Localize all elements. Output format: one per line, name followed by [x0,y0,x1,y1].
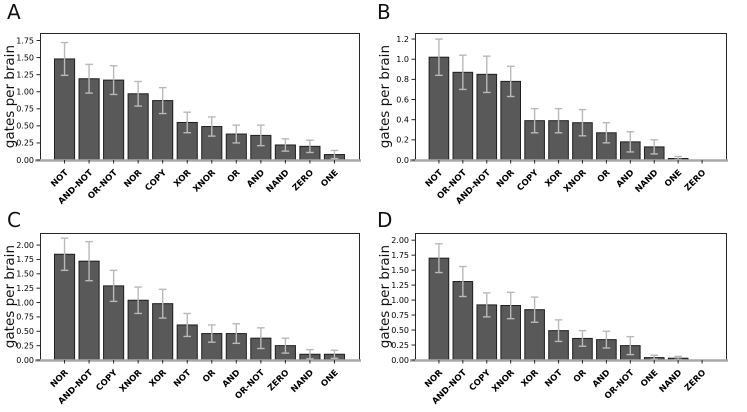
x-tick-label: COPY [515,167,541,193]
y-tick-label: 1.00 [16,88,34,97]
y-tick-label: 0.75 [391,311,409,320]
panel-a: A gates per brain 0.00 0.25 0.50 0.75 1.00 1.… [0,0,373,206]
y-tick-label: 0.75 [16,313,34,322]
x-tick-label: COPY [468,367,494,393]
x-tick-label: ZERO [266,368,291,393]
y-tick-label: 0.50 [16,327,34,336]
x-tick-label: OR [226,168,243,185]
y-tick-label: 0.6 [396,95,409,104]
y-tick-label: 0.50 [16,122,34,131]
panel-letter-d: D [377,208,393,232]
bar [428,257,450,361]
x-tick-label: ONE [663,168,684,189]
x-tick-label: XOR [520,368,542,390]
y-tick-label: 1.50 [391,266,409,275]
bar-chart-a: 0.000.250.500.751.001.251.501.75NOTAND-N… [16,33,361,206]
x-tick-label: NAND [265,168,292,195]
x-tick-label: XNOR [490,368,517,395]
panel-d: D gates per brain 0.00 0.25 0.50 0.75 1.00 1.… [367,206,747,412]
bar-chart-c: 0.00 0.25 0.50 0.75 1.00 1.25 1.50 1.75 2.00 NOR A… [16,233,361,407]
y-tick-label: 0.25 [391,341,409,350]
y-tick-label: 0.00 [16,356,34,365]
y-tick-label: 1.75 [391,251,409,260]
x-tick-label: NOR [495,168,517,190]
x-tick-label: OR [596,168,613,185]
x-tick-label: ZERO [683,368,708,393]
y-tick-label: 1.75 [16,255,34,264]
x-tick-label: COPY [94,367,120,393]
x-tick-label: AND [245,168,267,190]
bar-chart-d: 0.000.250.500.751.001.251.501.752.00NORA… [391,233,728,407]
y-tick-label: 1.25 [16,284,34,293]
y-tick-label: 1.00 [16,298,34,307]
y-tick-label: 1.25 [16,70,34,79]
y-tick-label: 2.00 [16,241,34,250]
x-tick-label: XOR [172,168,194,190]
x-tick-label: NAND [657,368,684,395]
x-tick-label: ZERO [291,168,316,193]
y-tick-label: 0.00 [391,356,409,365]
y-tick-label: 0.4 [396,115,409,124]
x-tick-label: XNOR [191,168,218,195]
x-tick-label: OR [572,368,589,385]
y-tick-label: 1.50 [16,270,34,279]
x-tick-label: AND [615,168,637,190]
y-tick-label: 0.8 [396,75,409,84]
y-tick-label: 1.0 [396,55,409,64]
x-tick-label: COPY [143,167,169,193]
y-tick-label: 1.00 [391,296,409,305]
x-tick-label: XNOR [562,168,589,195]
x-tick-label: NOR [49,368,71,390]
y-tick-label: 0.75 [16,105,34,114]
x-tick-label: XOR [148,368,170,390]
x-tick-label: ONE [639,368,660,389]
panel-letter-c: C [7,208,21,232]
x-tick-label: NOT [543,368,564,389]
x-tick-label: XNOR [118,368,145,395]
y-tick-label: 0.2 [396,136,409,145]
x-tick-label: NOR [122,168,144,190]
x-tick-label: NAND [289,368,316,395]
x-tick-label: NOT [172,368,193,389]
y-tick-label: 1.25 [391,281,409,290]
panel-letter-a: A [7,0,21,24]
x-tick-label: NAND [634,168,661,195]
x-tick-label: NOT [49,168,70,189]
x-tick-label: ONE [319,168,340,189]
x-tick-label: ONE [319,368,340,389]
x-tick-label: XOR [543,168,565,190]
panel-letter-b: B [377,0,391,24]
y-tick-label: 1.75 [16,36,34,45]
y-tick-label: 1.50 [16,53,34,62]
x-tick-label: NOT [424,168,445,189]
y-tick-label: 0.25 [16,139,34,148]
y-tick-label: 0.50 [391,326,409,335]
y-tick-label: 0.25 [16,341,34,350]
y-tick-label: 2.00 [391,236,409,245]
x-tick-label: OR [201,368,218,385]
x-tick-label: AND [591,368,613,390]
y-tick-label: 0.00 [16,156,34,165]
x-tick-label: ZERO [683,168,708,193]
y-tick-label: 1.2 [396,35,409,44]
y-tick-label: 0.0 [396,156,409,165]
panel-c: C gates per brain 0.00 0.25 0.50 0.75 1.00 1.… [0,206,373,412]
x-tick-label: AND [221,368,243,390]
panel-b: B gates per brain 0.0 0.2 0.4 0.6 0.8 1.0 1.2 N… [367,0,747,206]
